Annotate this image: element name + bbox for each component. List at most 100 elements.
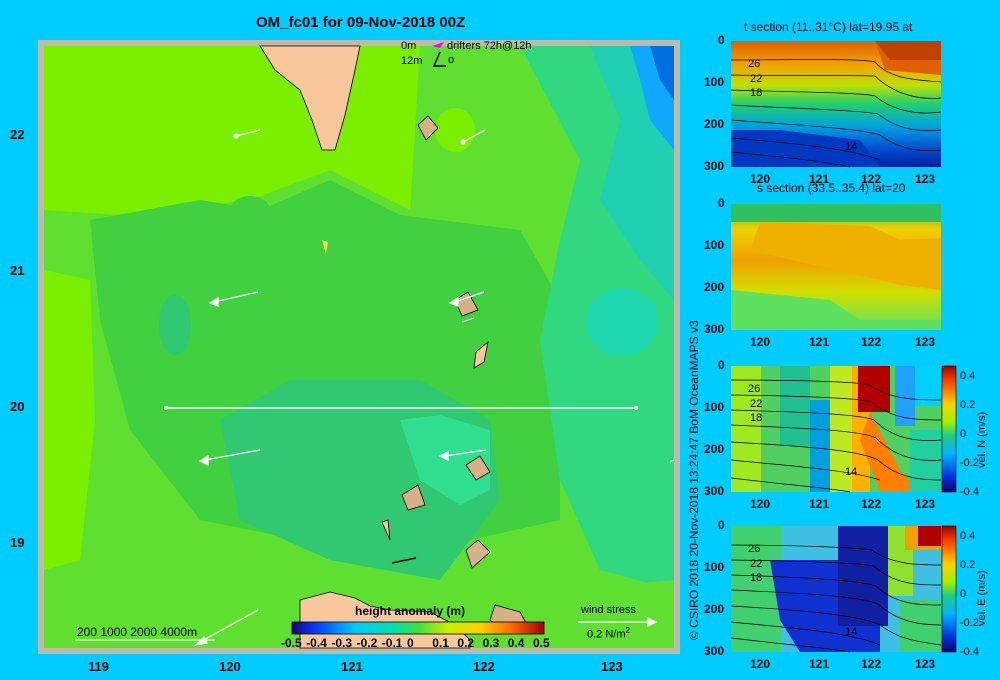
contour-label: 18: [750, 87, 763, 99]
contour-label: 14: [845, 141, 858, 153]
panel-lon-tick: 123: [915, 172, 936, 186]
vel-colorbar-tick: 0.4: [960, 530, 976, 542]
map-lat-tick: 21: [10, 263, 25, 278]
colorbar-tick: 0.5: [533, 636, 550, 650]
map-lon-tick: 119: [88, 659, 109, 674]
colorbar-tick: -0.3: [331, 636, 353, 650]
map-lat-tick: 19: [10, 535, 25, 550]
panel-lon-tick: 120: [750, 335, 771, 349]
contour-label: 14: [845, 626, 858, 638]
vel-colorbar-tick: -0.2: [960, 617, 979, 629]
panel-depth-tick: 300: [704, 322, 725, 336]
map-lat-tick: 20: [10, 399, 25, 414]
colorbar-tick: 0.3: [482, 636, 500, 650]
panel-depth-tick: 0: [718, 518, 725, 532]
contour-label: 26: [748, 58, 761, 70]
drifter-label: drifters 72h@12h: [447, 40, 532, 52]
panel-lon-tick: 123: [915, 335, 936, 349]
wind-stress-arrows: [194, 129, 675, 646]
map-lon-tick: 122: [473, 659, 495, 674]
page-title: OM_fc01 for 09-Nov-2018 00Z: [256, 14, 466, 31]
credit-text: © CSIRO 2018 20-Nov-2018 13:24:47 BoM Oc…: [687, 320, 701, 640]
colorbar-title: height anomaly (m): [355, 604, 466, 618]
vel-n-colorbar: [941, 365, 957, 493]
t-section-panel: [730, 41, 942, 168]
s-section-title: s section (33.5..35.4) lat=20: [757, 181, 906, 195]
contour-label: 18: [750, 412, 763, 424]
panel-depth-tick: 0: [718, 196, 725, 210]
panel-depth-tick: 200: [704, 602, 725, 616]
drifter-label-0m: 0m: [401, 40, 417, 52]
map-lon-tick: 121: [341, 659, 363, 674]
contour-label: 22: [750, 398, 763, 410]
drifter-0m-marker: [432, 42, 444, 48]
s-section-panel: [731, 204, 941, 330]
vel-colorbar-tick: 0.2: [960, 559, 976, 571]
vel-colorbar-tick: 0: [960, 428, 967, 440]
colorbar-tick: -0.1: [381, 636, 403, 650]
panel-lon-tick: 122: [861, 497, 882, 511]
colorbar-tick: 0.2: [457, 636, 475, 650]
vel-colorbar-tick: 0: [960, 588, 967, 600]
section-line: [164, 406, 638, 410]
vel-colorbar-tick: 0.2: [960, 399, 976, 411]
vel-e-colorbar: [941, 525, 957, 653]
panel-depth-tick: 100: [704, 560, 725, 574]
panel-lon-tick: 122: [861, 335, 882, 349]
panel-lon-tick: 122: [861, 657, 882, 671]
panel-depth-tick: 300: [704, 484, 725, 498]
panel-depth-tick: 100: [704, 238, 725, 252]
wind-stress-value: 0.2 N/m2: [587, 626, 630, 641]
colorbar-tick: -0.4: [306, 636, 327, 650]
panel-lon-tick: 120: [750, 497, 771, 511]
panel-lon-tick: 120: [750, 657, 771, 671]
panel-lon-tick: 120: [750, 172, 771, 186]
map-lat-tick: 22: [10, 127, 25, 142]
panel-depth-tick: 200: [704, 442, 725, 456]
scale-bar-label: 200 1000 2000 4000m: [77, 625, 198, 639]
height-anomaly-colorbar: [291, 621, 545, 635]
panel-lon-tick: 121: [809, 657, 830, 671]
panel-lon-tick: 121: [809, 172, 830, 186]
panel-lon-tick: 122: [861, 172, 882, 186]
vel-n-colorbar-label: vel. N (m/s): [976, 411, 988, 468]
height-anomaly-field: [44, 46, 674, 648]
contour-label: 26: [748, 383, 761, 395]
vel-n-panel: [730, 366, 942, 493]
contour-label: 14: [845, 466, 858, 478]
vel-colorbar-tick: -0.4: [960, 486, 979, 498]
panel-lon-tick: 123: [915, 497, 936, 511]
panel-depth-tick: 0: [718, 33, 725, 47]
colorbar-tick: 0: [407, 636, 414, 650]
wind-stress-label: wind stress: [581, 604, 637, 616]
colorbar-tick: 0.4: [507, 636, 525, 650]
drifter-12m-marker: [432, 51, 446, 67]
colorbar-tick: 0.1: [432, 636, 449, 650]
panel-depth-tick: 300: [704, 159, 725, 173]
panel-depth-tick: 300: [704, 644, 725, 658]
panel-depth-tick: 0: [718, 358, 725, 372]
vel-e-colorbar-label: vel. E (m/s): [976, 570, 988, 626]
drifter-o-mark: o: [448, 54, 455, 66]
contour-label: 26: [748, 543, 761, 555]
drifter-label-12m: 12m: [401, 55, 423, 67]
vel-e-panel: [730, 526, 942, 653]
panel-depth-tick: 100: [704, 400, 725, 414]
colorbar-tick: -0.5: [281, 636, 302, 650]
panel-lon-tick: 123: [915, 657, 936, 671]
map-lon-tick: 120: [219, 659, 241, 674]
vel-colorbar-tick: -0.2: [960, 457, 979, 469]
panel-depth-tick: 200: [704, 117, 725, 131]
vel-colorbar-tick: 0.4: [960, 370, 976, 382]
t-section-title: t section (11..31°C) lat=19.95 at: [744, 20, 913, 34]
colorbar-tick: -0.2: [356, 636, 378, 650]
contour-label: 22: [750, 73, 763, 85]
panel-depth-tick: 200: [704, 280, 725, 294]
panel-depth-tick: 100: [704, 75, 725, 89]
panel-lon-tick: 121: [809, 335, 830, 349]
contour-label: 18: [750, 572, 763, 584]
contour-label: 22: [750, 558, 763, 570]
panel-lon-tick: 121: [809, 497, 830, 511]
map-lon-tick: 123: [601, 659, 623, 674]
